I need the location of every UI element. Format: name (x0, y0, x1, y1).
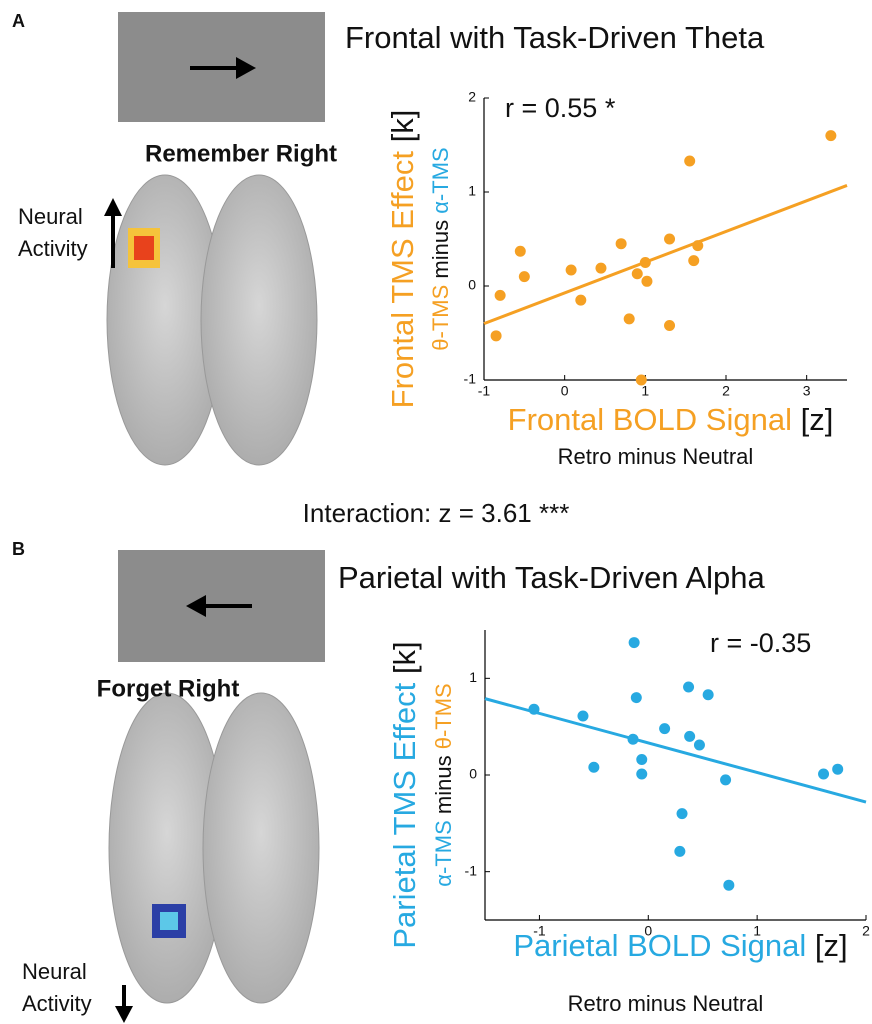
point (640, 257, 651, 268)
point (636, 754, 647, 765)
point (684, 155, 695, 166)
activity-blob-core (160, 912, 178, 930)
point (664, 234, 675, 245)
point (515, 246, 526, 257)
point (641, 276, 652, 287)
cue-label: Remember Right (145, 140, 337, 167)
x-tick-label: 0 (561, 383, 569, 399)
y-axis-label: Frontal TMS Effect [k] (385, 110, 420, 409)
x-tick-label: 2 (722, 383, 730, 399)
brain-right (203, 693, 319, 1003)
point (519, 271, 530, 282)
label-part: Frontal TMS Effect (385, 151, 420, 409)
label-part: Parietal TMS Effect (387, 682, 422, 948)
label-part: θ-TMS (428, 285, 453, 351)
x-axis-label: Frontal BOLD Signal [z] (508, 402, 834, 437)
y-tick-label: 1 (469, 669, 477, 685)
x-axis-label: Parietal BOLD Signal [z] (513, 928, 847, 963)
point (588, 762, 599, 773)
point (636, 769, 647, 780)
point (684, 731, 695, 742)
point (491, 330, 502, 341)
point (632, 268, 643, 279)
label-part: [k] (387, 641, 422, 674)
x-tick-label: 2 (862, 923, 870, 939)
point (577, 711, 588, 722)
panel-label: A (12, 11, 25, 31)
point (674, 846, 685, 857)
point (631, 692, 642, 703)
y-tick-label: 0 (468, 277, 476, 293)
y-tick-label: 2 (468, 89, 476, 105)
label-part: Parietal BOLD Signal (513, 928, 806, 963)
activity-label: Activity (22, 991, 92, 1016)
point (692, 240, 703, 251)
chart-title: Parietal with Task-Driven Alpha (338, 560, 765, 595)
activity-arrow-head (115, 1006, 133, 1023)
point (575, 295, 586, 306)
activity-blob-core (134, 236, 154, 260)
point (720, 774, 731, 785)
annotation: r = -0.35 (710, 628, 811, 658)
y-tick-label: -1 (465, 862, 478, 878)
point (703, 689, 714, 700)
label-part: α-TMS (428, 147, 453, 213)
point (825, 130, 836, 141)
label-part: [z] (801, 402, 834, 437)
y-tick-label: 0 (469, 766, 477, 782)
y-axis-subtitle: θ-TMS minus α-TMS (428, 147, 453, 350)
point (723, 880, 734, 891)
point (832, 764, 843, 775)
point (818, 769, 829, 780)
x-axis-subtitle: Retro minus Neutral (558, 444, 754, 469)
panel-label: B (12, 539, 25, 559)
interaction-stat: Interaction: z = 3.61 *** (303, 498, 570, 528)
cue-label: Forget Right (97, 675, 240, 702)
point (636, 375, 647, 386)
label-part: α-TMS (431, 820, 456, 886)
brain-right (201, 175, 317, 465)
label-part: θ-TMS (431, 683, 456, 749)
label-part: Frontal BOLD Signal (508, 402, 792, 437)
point (624, 313, 635, 324)
point (688, 255, 699, 266)
y-tick-label: -1 (464, 371, 477, 387)
y-axis-subtitle: α-TMS minus θ-TMS (431, 683, 456, 886)
x-tick-label: 3 (803, 383, 811, 399)
point (694, 740, 705, 751)
point (595, 263, 606, 274)
y-tick-label: 1 (468, 183, 476, 199)
point (616, 238, 627, 249)
activity-arrow-head (104, 198, 122, 216)
activity-label: Neural (22, 959, 87, 984)
label-part: [z] (815, 928, 848, 963)
point (566, 265, 577, 276)
chart-title: Frontal with Task-Driven Theta (345, 20, 765, 55)
annotation: r = 0.55 * (505, 93, 616, 123)
y-axis-label: Parietal TMS Effect [k] (387, 641, 422, 948)
label-part: minus (431, 755, 456, 814)
fit-line (485, 699, 866, 802)
point (629, 637, 640, 648)
point (659, 723, 670, 734)
x-tick-label: -1 (478, 383, 491, 399)
fit-line (484, 185, 847, 323)
label-part: [k] (385, 110, 420, 143)
point (495, 290, 506, 301)
point (677, 808, 688, 819)
activity-label: Activity (18, 236, 88, 261)
label-part: minus (428, 220, 453, 279)
figure: A Remember Right Neural Activity Interac… (0, 0, 872, 1024)
x-axis-subtitle: Retro minus Neutral (568, 991, 764, 1016)
point (528, 704, 539, 715)
point (683, 682, 694, 693)
point (628, 734, 639, 745)
activity-label: Neural (18, 204, 83, 229)
point (664, 320, 675, 331)
